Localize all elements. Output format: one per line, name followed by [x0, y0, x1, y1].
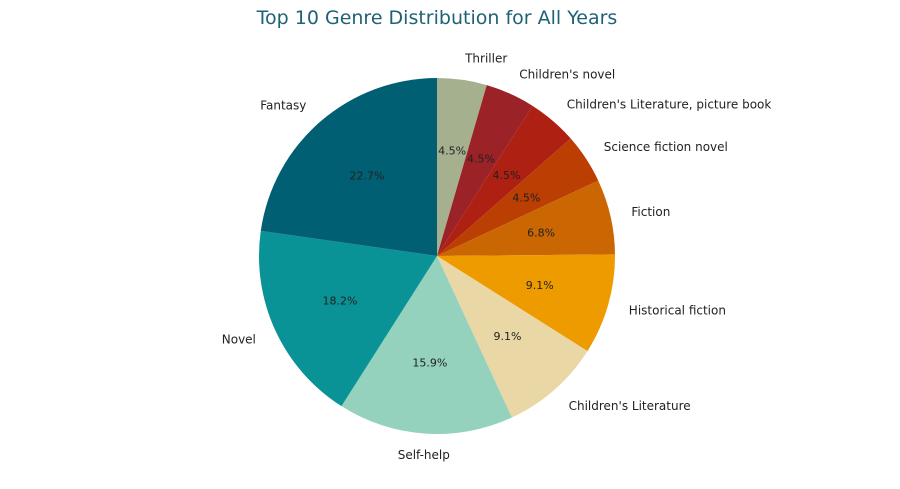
- percent-label-science-fiction-novel: 4.5%: [512, 192, 540, 205]
- slice-fiction: [437, 180, 615, 256]
- category-label-thriller: Thriller: [464, 52, 507, 66]
- percent-label-children-s-literature: 9.1%: [494, 330, 522, 343]
- percent-label-self-help: 15.9%: [412, 357, 447, 370]
- slice-historical-fiction: [437, 254, 615, 352]
- percent-label-fiction: 6.8%: [527, 226, 555, 239]
- slice-self-help: [341, 256, 512, 434]
- percent-label-fantasy: 22.7%: [350, 169, 385, 182]
- slice-thriller: [437, 78, 487, 256]
- category-label-historical-fiction: Historical fiction: [629, 304, 726, 318]
- slice-children-s-literature: [437, 256, 588, 418]
- category-label-self-help: Self-help: [398, 448, 450, 462]
- category-label-novel: Novel: [222, 332, 256, 346]
- category-label-fiction: Fiction: [631, 205, 670, 219]
- chart-title: Top 10 Genre Distribution for All Years: [256, 7, 618, 29]
- slice-science-fiction-novel: [437, 138, 599, 256]
- slice-children-s-novel: [437, 85, 533, 256]
- category-label-fantasy: Fantasy: [260, 98, 306, 112]
- percent-label-novel: 18.2%: [323, 295, 358, 308]
- category-labels: Thriller Children's novel Children's Liter…: [222, 52, 772, 462]
- percent-label-historical-fiction: 9.1%: [526, 279, 554, 292]
- slice-fantasy: [260, 78, 437, 256]
- category-label-science-fiction-novel: Science fiction novel: [604, 140, 728, 154]
- category-label-children-s-literature-picture-book: Children's Literature, picture book: [567, 98, 772, 112]
- percent-labels: 4.5%4.5%4.5%4.5%6.8%9.1%9.1%15.9%18.2%22…: [323, 144, 556, 369]
- category-label-children-s-literature: Children's Literature: [569, 399, 691, 413]
- percent-label-children-s-literature-picture-book: 4.5%: [493, 169, 521, 182]
- percent-label-thriller: 4.5%: [438, 144, 466, 157]
- slice-children-s-literature-picture-book: [437, 105, 571, 256]
- slice-novel: [259, 230, 437, 407]
- category-label-children-s-novel: Children's novel: [519, 67, 615, 81]
- pie-slices: [259, 78, 615, 434]
- percent-label-children-s-novel: 4.5%: [467, 153, 495, 166]
